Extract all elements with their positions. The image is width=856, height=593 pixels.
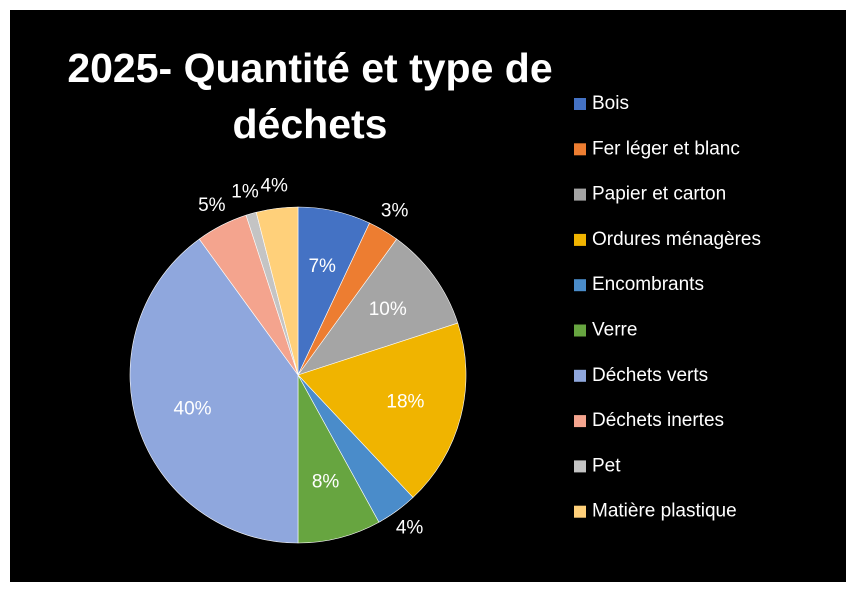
legend-swatch bbox=[574, 505, 586, 518]
legend-swatch bbox=[574, 98, 586, 110]
pie-slice bbox=[255, 206, 299, 376]
data-label: 1% bbox=[231, 182, 259, 203]
pie-slice bbox=[297, 322, 467, 498]
legend-label: Matière plastique bbox=[592, 501, 737, 522]
legend-swatch bbox=[574, 279, 586, 292]
legend-swatch bbox=[574, 324, 586, 337]
legend-swatch bbox=[574, 233, 586, 246]
data-label: 10% bbox=[369, 299, 407, 320]
data-label: 7% bbox=[308, 256, 336, 277]
data-label: 8% bbox=[312, 471, 340, 492]
legend-label: Déchets inertes bbox=[592, 410, 724, 431]
legend-label: Fer léger et blanc bbox=[592, 138, 740, 159]
legend-label: Encombrants bbox=[592, 274, 704, 295]
data-label: 5% bbox=[198, 195, 226, 216]
legend-label: Ordures ménagères bbox=[592, 229, 761, 250]
pie-slice bbox=[297, 238, 459, 376]
legend-label: Papier et carton bbox=[592, 184, 726, 205]
chart-title: 2025- Quantité et type de déchets bbox=[67, 45, 553, 147]
legend-swatch bbox=[574, 143, 586, 156]
legend-swatch bbox=[574, 460, 586, 473]
data-label: 18% bbox=[386, 392, 424, 413]
legend-label: Pet bbox=[592, 455, 621, 476]
legend-swatch bbox=[574, 188, 586, 201]
legend-label: Verre bbox=[592, 320, 637, 341]
legend-swatch bbox=[574, 415, 586, 428]
pie-slice bbox=[129, 238, 299, 544]
legend-swatch bbox=[574, 369, 586, 382]
data-label: 40% bbox=[174, 398, 212, 419]
data-label: 4% bbox=[260, 176, 288, 197]
data-label: 3% bbox=[381, 201, 409, 222]
legend-label: Bois bbox=[592, 93, 629, 114]
data-label: 4% bbox=[396, 518, 424, 539]
legend-label: Déchets verts bbox=[592, 365, 708, 386]
